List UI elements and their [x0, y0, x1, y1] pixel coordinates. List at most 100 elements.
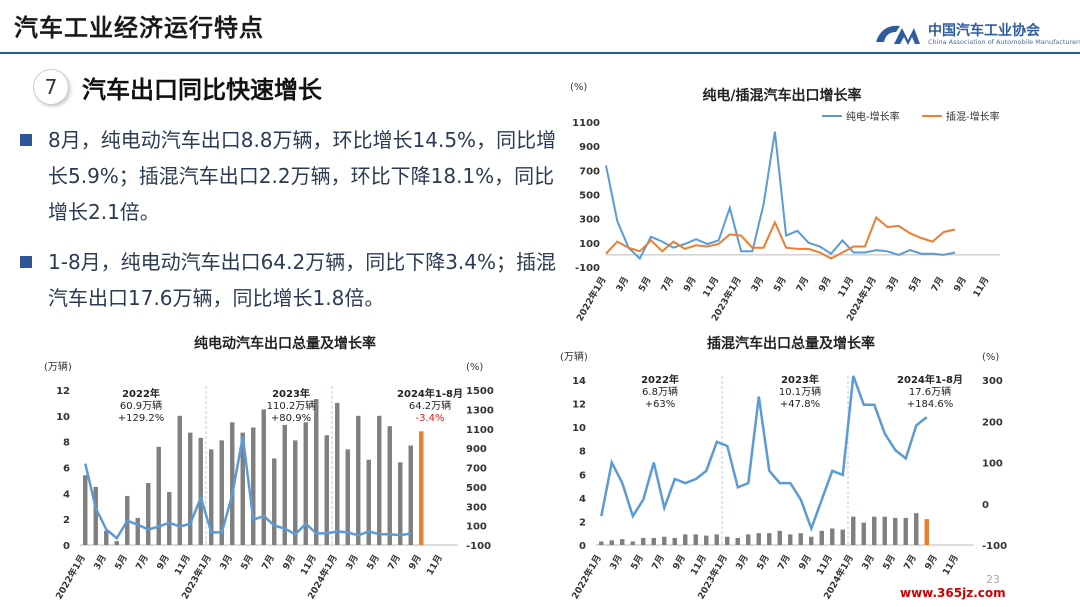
- bar: [893, 517, 898, 545]
- section-title: 汽车出口同比快速增长: [82, 76, 322, 104]
- x-tick-label: 5月: [636, 275, 653, 294]
- bar: [861, 522, 866, 545]
- bar: [387, 426, 392, 545]
- x-tick-label: 5月: [772, 275, 789, 294]
- y2-tick-label: -100: [982, 541, 1007, 552]
- bar: [693, 534, 698, 545]
- x-tick-label: 5月: [907, 275, 924, 294]
- bar: [651, 537, 656, 545]
- section-number: 7: [34, 70, 68, 104]
- growth-line: [600, 375, 928, 533]
- x-tick-label: 3月: [884, 275, 901, 294]
- x-tick-label: 11月: [689, 553, 709, 577]
- annotation-total: 64.2万辆: [409, 399, 451, 412]
- logo-name-en: China Association of Automobile Manufact…: [928, 38, 1080, 46]
- bar: [261, 409, 266, 545]
- x-tick-label: 9月: [281, 553, 298, 572]
- bar: [735, 537, 740, 545]
- x-tick-label: 9月: [681, 275, 698, 294]
- x-tick-label: 7月: [794, 275, 811, 294]
- bullet-item: 8月，纯电动汽车出口8.8万辆，环比增长14.5%，同比增长5.9%；插混汽车出…: [20, 122, 560, 230]
- x-tick-label: 9月: [671, 553, 688, 572]
- bar: [840, 529, 845, 545]
- bar: [398, 462, 403, 545]
- bar: [924, 519, 929, 545]
- bar: [345, 449, 350, 545]
- y2-tick-label: 200: [982, 417, 1003, 428]
- bar: [219, 440, 224, 545]
- bar: [851, 516, 856, 545]
- y2-tick-label: 1500: [466, 386, 494, 397]
- caam-logo: 中国汽车工业协会 China Association of Automobile…: [872, 18, 1080, 52]
- bar: [314, 399, 319, 545]
- bar: [114, 541, 119, 545]
- y-tick-label: 500: [579, 191, 600, 202]
- bar: [251, 427, 256, 545]
- bar: [282, 424, 287, 545]
- y2-unit: (%): [466, 362, 483, 373]
- annotation-period: 2022年: [641, 373, 679, 386]
- x-tick-label: 3月: [92, 553, 109, 572]
- y-tick-label: 300: [579, 215, 600, 226]
- bar: [641, 537, 646, 545]
- annotation-growth: +184.6%: [907, 399, 954, 410]
- bar: [135, 517, 140, 545]
- bar: [630, 541, 635, 545]
- bar: [230, 422, 235, 545]
- page-number: 23: [986, 573, 1000, 586]
- x-tick-label: 9月: [817, 275, 834, 294]
- series-line-phev: [605, 215, 956, 260]
- series-line-bev: [605, 131, 956, 261]
- bullet-text: 8月，纯电动汽车出口8.8万辆，环比增长14.5%，同比增长5.9%；插混汽车出…: [48, 128, 557, 224]
- bar: [903, 517, 908, 545]
- y2-tick-label: -100: [466, 541, 491, 552]
- y1-tick-label: 8: [63, 438, 70, 449]
- x-tick-label: 5月: [755, 553, 772, 572]
- growth-rate-chart: 纯电/插混汽车出口增长率 (%) -100 100 300 500 700 900 1100 20…: [570, 82, 1000, 322]
- bar: [93, 486, 98, 545]
- y2-tick-label: 100: [466, 522, 487, 533]
- y-tick-label: 700: [579, 166, 600, 177]
- y2-tick-label: 100: [982, 459, 1003, 470]
- bar: [809, 536, 814, 545]
- bar: [788, 534, 793, 545]
- x-tick-label: 3月: [614, 275, 631, 294]
- bar: [177, 415, 182, 545]
- x-tick-label: 11月: [941, 553, 961, 577]
- bar: [240, 432, 245, 545]
- annotation-period: 2024年1-8月: [897, 373, 963, 386]
- bar: [324, 435, 329, 545]
- annotation-total: 17.6万辆: [909, 385, 951, 398]
- site-watermark: www.365jz.com: [900, 586, 1006, 600]
- bar: [356, 415, 361, 545]
- chart-title: 纯电/插混汽车出口增长率: [702, 87, 861, 104]
- bar: [672, 537, 677, 545]
- bar: [335, 402, 340, 545]
- x-tick-label: 5月: [629, 553, 646, 572]
- x-tick-label: 7月: [260, 553, 277, 572]
- x-tick-label: 11月: [425, 553, 445, 577]
- y1-tick-label: 6: [579, 470, 586, 481]
- x-tick-label: 11月: [701, 275, 721, 299]
- bev-export-chart: 纯电动汽车出口总量及增长率 (万辆) (%) 0 2 4 6 8 10 12 -100 100 300 5…: [44, 335, 494, 601]
- y-tick-label: 100: [579, 239, 600, 250]
- x-tick-label: 9月: [923, 553, 940, 572]
- y1-tick-label: 10: [56, 412, 70, 423]
- bar: [293, 440, 298, 545]
- annotation-growth: +47.8%: [780, 399, 820, 410]
- bar: [303, 422, 308, 545]
- y1-tick-label: 0: [579, 541, 586, 552]
- bar: [882, 516, 887, 545]
- x-tick-label: 7月: [902, 553, 919, 572]
- annotation-period: 2023年: [781, 373, 819, 386]
- y-tick-label: -100: [575, 263, 600, 274]
- bar: [819, 530, 824, 545]
- y2-tick-label: 500: [466, 483, 487, 494]
- y2-tick-label: 900: [466, 444, 487, 455]
- annotation-growth: +129.2%: [118, 413, 165, 424]
- x-tick-label: 7月: [386, 553, 403, 572]
- bar: [188, 432, 193, 545]
- y1-tick-label: 12: [572, 400, 586, 411]
- bullet-marker: [20, 256, 32, 268]
- bar: [830, 528, 835, 545]
